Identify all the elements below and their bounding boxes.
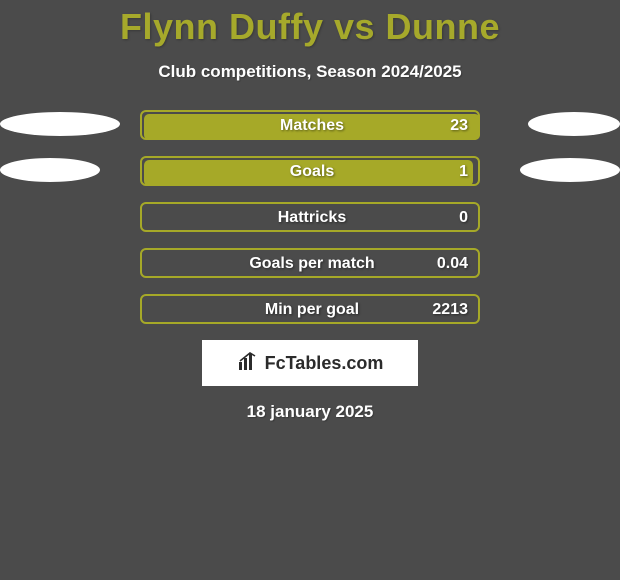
bar-label: Matches bbox=[142, 117, 482, 135]
bar-value: 23 bbox=[450, 117, 468, 135]
bar-outline: Min per goal 2213 bbox=[140, 294, 480, 324]
right-ellipse bbox=[528, 112, 620, 136]
logo-box: FcTables.com bbox=[202, 340, 418, 386]
stat-rows: Matches 23 Goals 1 Hattricks 0 bbox=[0, 110, 620, 324]
logo-chart-icon bbox=[237, 350, 259, 377]
bar-value: 0 bbox=[459, 209, 468, 227]
stat-row: Min per goal 2213 bbox=[0, 294, 620, 324]
left-ellipse bbox=[0, 158, 100, 182]
bar-outline: Hattricks 0 bbox=[140, 202, 480, 232]
stat-row: Matches 23 bbox=[0, 110, 620, 140]
left-ellipse bbox=[0, 112, 120, 136]
bar-outline: Goals per match 0.04 bbox=[140, 248, 480, 278]
page-title: Flynn Duffy vs Dunne bbox=[0, 0, 620, 48]
stat-row: Goals per match 0.04 bbox=[0, 248, 620, 278]
bar-label: Hattricks bbox=[142, 209, 482, 227]
stat-row: Goals 1 bbox=[0, 156, 620, 186]
right-ellipse bbox=[520, 158, 620, 182]
subtitle: Club competitions, Season 2024/2025 bbox=[0, 62, 620, 82]
page-root: Flynn Duffy vs Dunne Club competitions, … bbox=[0, 0, 620, 580]
bar-label: Goals bbox=[142, 163, 482, 181]
bar-value: 1 bbox=[459, 163, 468, 181]
bar-outline: Goals 1 bbox=[140, 156, 480, 186]
bar-outline: Matches 23 bbox=[140, 110, 480, 140]
date-text: 18 january 2025 bbox=[0, 402, 620, 422]
logo-text: FcTables.com bbox=[265, 353, 384, 374]
bar-value: 0.04 bbox=[437, 255, 468, 273]
stat-row: Hattricks 0 bbox=[0, 202, 620, 232]
bar-label: Min per goal bbox=[142, 301, 482, 319]
bar-value: 2213 bbox=[432, 301, 468, 319]
bar-label: Goals per match bbox=[142, 255, 482, 273]
